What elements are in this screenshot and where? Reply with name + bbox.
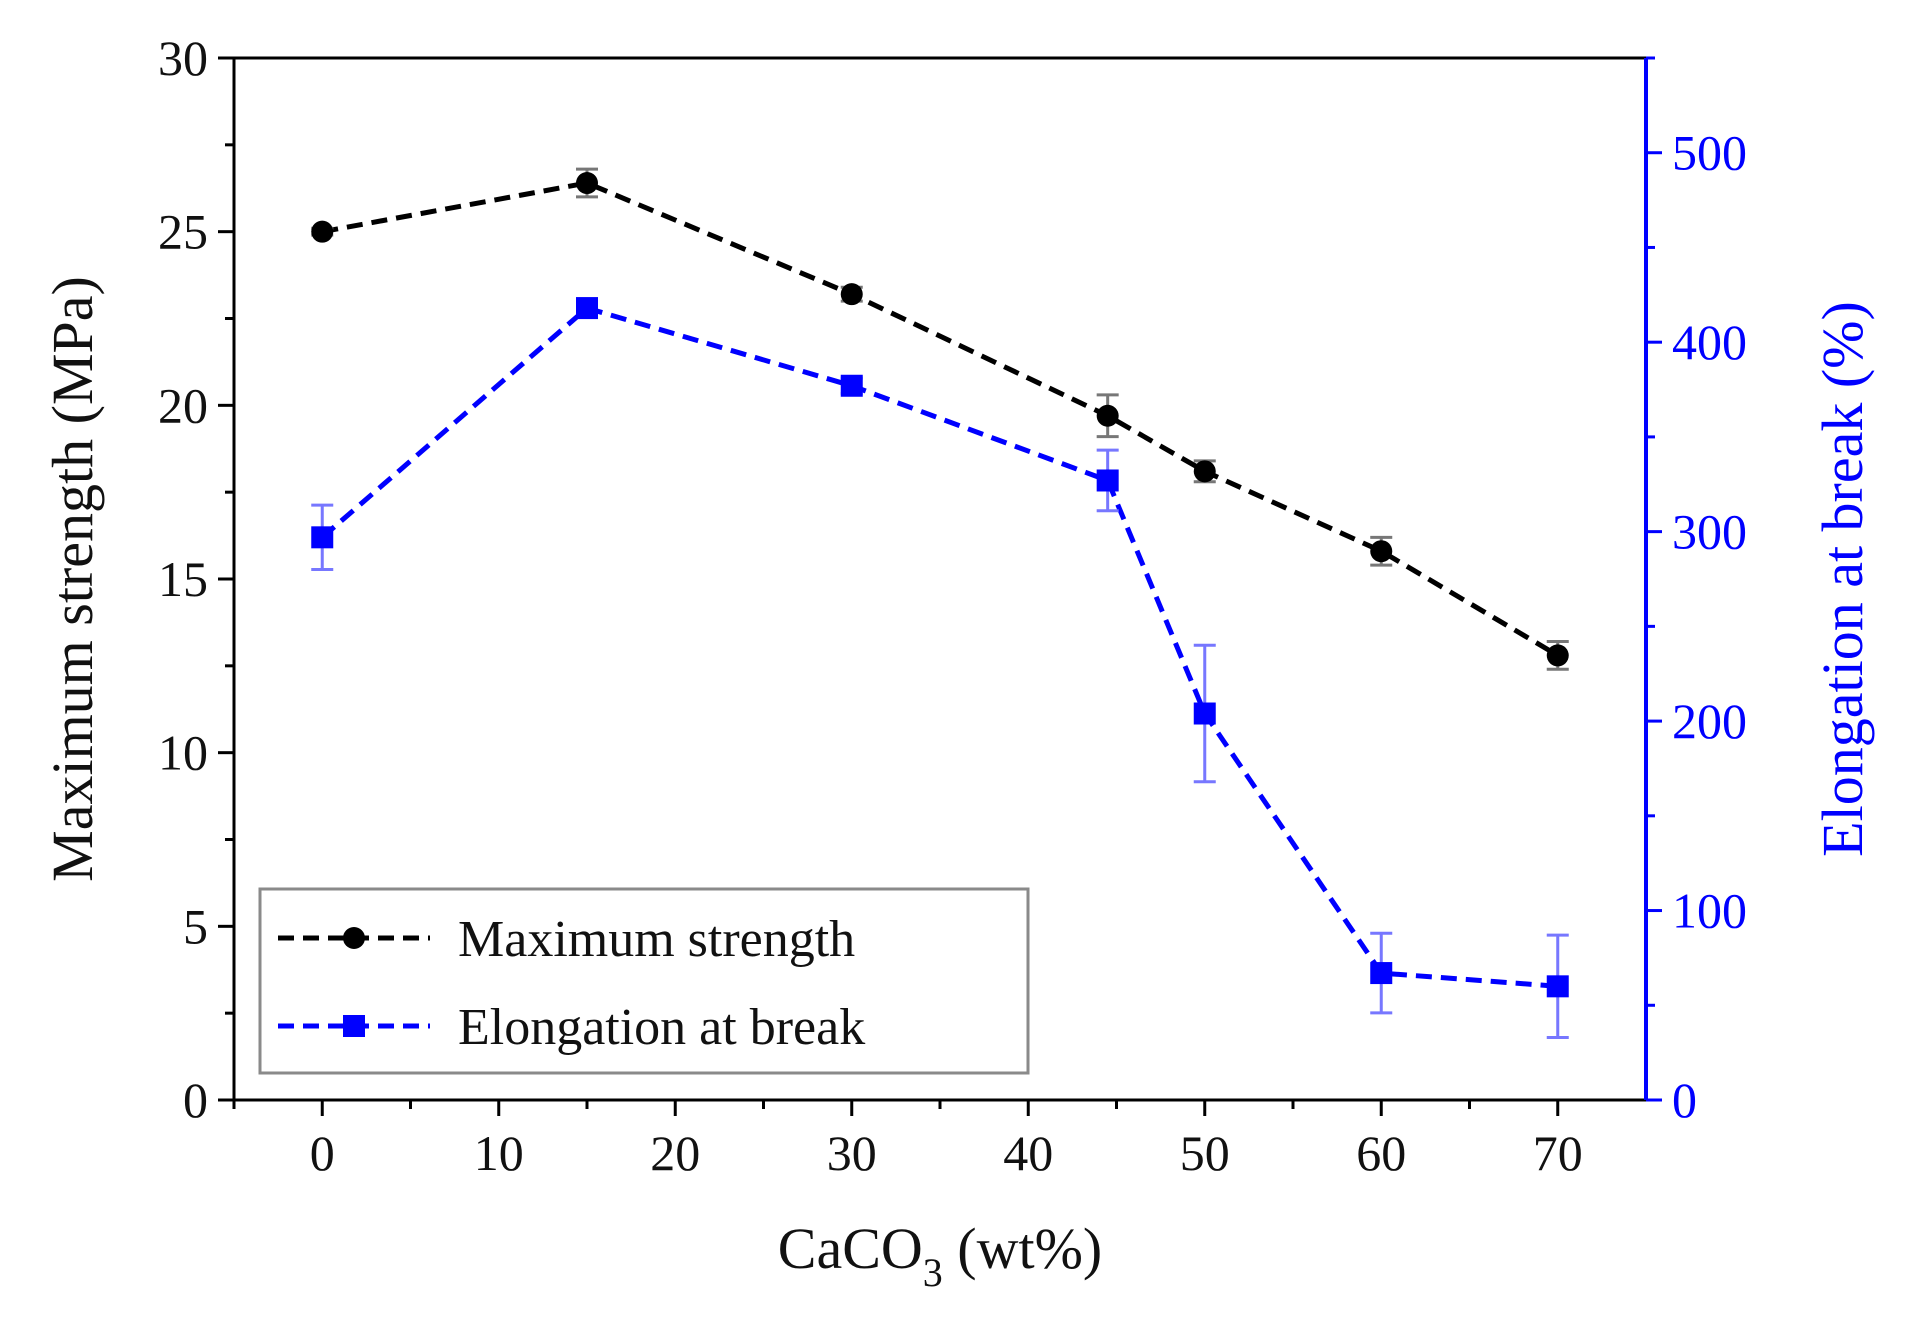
y-left-tick-label: 20 [158,377,208,433]
x-tick-label: 50 [1180,1125,1230,1181]
y-left-tick-label: 15 [158,551,208,607]
data-point-strength [576,172,598,195]
data-point-strength [1546,644,1569,667]
y-left-tick-label: 0 [183,1072,208,1128]
legend-marker-strength [343,927,365,949]
legend-box [258,887,1030,1075]
data-point-elongation [1096,469,1119,492]
data-point-strength [311,220,334,243]
data-point-elongation [1546,975,1569,998]
data-point-elongation [840,374,863,397]
legend-item-strength: Maximum strength [278,911,855,968]
legend-marker-elongation [343,1015,365,1037]
x-tick-label: 70 [1533,1125,1583,1181]
y-right-tick-label: 100 [1672,883,1747,939]
y-left-tick-label: 30 [158,30,208,86]
data-point-elongation [311,526,334,549]
legend: Maximum strength Elongation at break [258,887,1030,1075]
data-point-elongation [1370,962,1393,985]
y-left-tick-label: 25 [158,204,208,260]
x-tick-label: 20 [650,1125,700,1181]
x-tick-label: 40 [1003,1125,1053,1181]
data-point-strength [1193,460,1216,483]
data-point-elongation [1193,702,1216,725]
x-tick-label: 0 [310,1125,335,1181]
data-point-strength [840,283,863,306]
y-right-tick-label: 400 [1672,314,1747,370]
y-right-tick-label: 200 [1672,693,1747,749]
data-point-elongation [576,297,598,320]
x-tick-label: 60 [1356,1125,1406,1181]
y-right-tick-label: 0 [1672,1072,1697,1128]
legend-label-elongation: Elongation at break [458,999,865,1056]
y-left-axis-title: Maximum strength (MPa) [40,276,105,882]
legend-label-strength: Maximum strength [458,911,855,968]
x-tick-label: 10 [474,1125,524,1181]
y-left-tick-label: 5 [183,898,208,954]
x-axis-title: CaCO3 (wt%) [778,1216,1102,1295]
data-point-strength [1096,404,1119,427]
y-right-axis-title: Elongation at break (%) [1810,301,1875,857]
y-left-tick-label: 10 [158,725,208,781]
legend-item-elongation: Elongation at break [278,999,865,1056]
y-right-tick-label: 300 [1672,504,1747,560]
y-right-tick-label: 500 [1672,125,1747,181]
data-point-strength [1370,540,1393,563]
x-tick-label: 30 [827,1125,877,1181]
